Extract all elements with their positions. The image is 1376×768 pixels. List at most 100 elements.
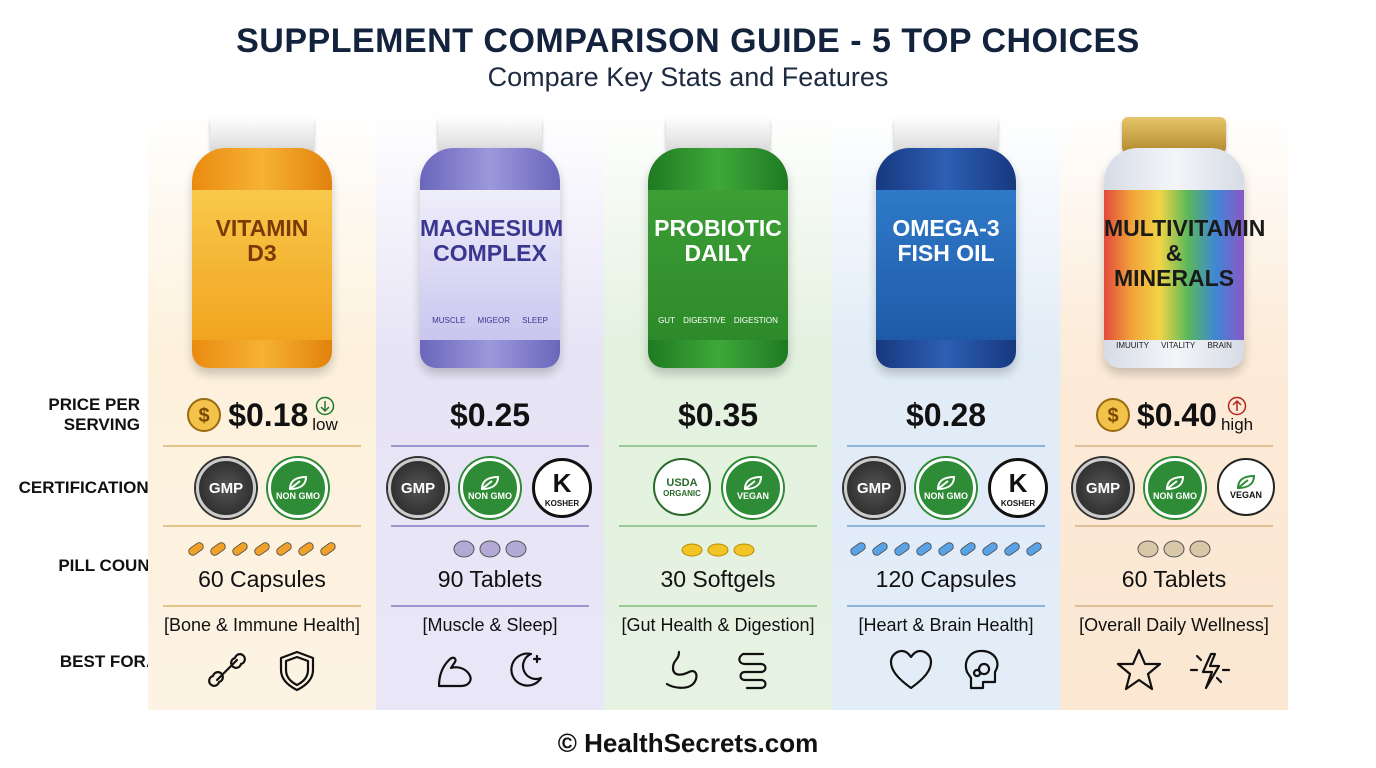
best-for: [Bone & Immune Health] — [163, 615, 361, 635]
capsule — [1026, 542, 1042, 556]
price-row: $ $0.18 low — [148, 393, 376, 437]
pill-icon — [1026, 542, 1042, 556]
bottle-icon-caption: VITALITY — [1161, 341, 1196, 350]
bottle-label: OMEGA-3 FISH OIL — [876, 190, 1016, 340]
certifications: GMP NON GMO K KOSHER — [376, 458, 604, 518]
price: $0.28 — [905, 396, 987, 433]
bottle-icon-caption: MUSCLE — [432, 316, 466, 325]
pill-count: 60 Tablets — [1121, 566, 1227, 592]
benefit-icon — [510, 652, 543, 687]
cert-text: GMP — [400, 479, 436, 497]
pill-icon — [1163, 540, 1185, 558]
best-for: [Gut Health & Digestion] — [621, 615, 815, 635]
trend-arrow — [320, 401, 330, 413]
pill-icon — [938, 542, 954, 556]
product-name-line: VITAMIN — [215, 215, 309, 241]
price-row: $0.28 — [832, 393, 1060, 437]
bottle-icon-caption: IMUUITY — [1116, 341, 1149, 350]
pill-icon — [479, 540, 501, 558]
cert-badge: K KOSHER — [532, 458, 592, 518]
price-row: $0.25 — [376, 393, 604, 437]
capsule — [916, 542, 932, 556]
tablet — [505, 540, 527, 558]
pill-icon — [960, 542, 976, 556]
row-separator — [163, 525, 361, 527]
price: $0.35 — [677, 396, 759, 433]
capsule — [894, 542, 910, 556]
cert-badge: VEGAN — [1217, 458, 1275, 516]
row-separator — [1075, 605, 1273, 607]
bottle-cap — [438, 117, 542, 153]
cert-badge: GMP — [196, 458, 256, 518]
pill-icon — [298, 542, 314, 556]
best-for-icons — [604, 646, 832, 694]
capsule — [850, 542, 866, 556]
icon-shape — [437, 656, 472, 688]
product-column: VITAMIN D3 $ $0.18 low GMP NON GMO 60 Capsules [… — [148, 110, 376, 710]
row-separator — [1075, 445, 1273, 447]
benefit-icon — [665, 650, 698, 689]
cert-text: NON GMO — [276, 491, 320, 501]
cert-text: GMP — [208, 479, 244, 497]
capsule — [188, 542, 204, 556]
leaf — [743, 475, 763, 491]
best-for-icons — [1060, 646, 1288, 694]
pill-icon — [188, 542, 204, 556]
cert-text: NON GMO — [468, 491, 512, 501]
best-for-icons — [148, 646, 376, 694]
best-for: [Muscle & Sleep] — [422, 615, 558, 635]
product-name-line: & MINERALS — [1113, 240, 1235, 291]
footer: © HealthSecrets.com — [557, 728, 819, 758]
pill-icon — [982, 542, 998, 556]
pill-count: 120 Capsules — [875, 566, 1017, 592]
pill-icon — [707, 543, 729, 557]
cert-badge: GMP — [1073, 458, 1133, 518]
cert-badge: NON GMO — [916, 458, 976, 518]
trend-arrow — [1232, 399, 1242, 411]
pill-icon — [276, 542, 292, 556]
cert-text: VEGAN — [1229, 490, 1262, 500]
cert-text: USDA — [666, 476, 698, 489]
bottle-icon-caption: DIGESTIVE — [683, 316, 726, 325]
capsule — [210, 542, 226, 556]
product-name-line: MULTIVITAMIN — [1104, 215, 1266, 241]
price-note-text: high — [1220, 415, 1254, 434]
cert-badge: USDA ORGANIC — [653, 458, 711, 516]
coin-icon: $ — [187, 398, 222, 432]
pill-icon — [916, 542, 932, 556]
cert-text: KOSHER — [544, 499, 580, 508]
pill-icon — [254, 542, 270, 556]
row-label: PILL COUNT — [58, 556, 160, 575]
pill-icons — [604, 540, 832, 558]
pill-icon — [232, 542, 248, 556]
leaf — [288, 475, 308, 491]
row-label: PRICE PER SERVING — [48, 395, 140, 434]
trend-icon — [1227, 396, 1247, 416]
price-note: high — [1221, 396, 1253, 434]
bottle: MAGNESIUM COMPLEX MUSCLE MIGEOR SLEEP — [420, 148, 564, 368]
leaf-icon — [1236, 474, 1256, 490]
benefit-icon — [964, 649, 999, 690]
leaf-icon — [288, 475, 308, 491]
pill-icon — [850, 542, 866, 556]
row-separator — [619, 525, 817, 527]
row-separator — [163, 445, 361, 447]
leaf-icon — [480, 475, 500, 491]
coin-symbol: $ — [199, 405, 210, 427]
bottle-icon-captions: MUSCLE MIGEOR SLEEP — [420, 316, 560, 325]
cert-text: ORGANIC — [663, 488, 701, 498]
cert-badge: NON GMO — [1145, 458, 1205, 518]
row-separator — [163, 605, 361, 607]
softgel — [681, 543, 703, 557]
product-name-line: MAGNESIUM — [420, 215, 564, 241]
pill-icon — [1137, 540, 1159, 558]
cert-badge: NON GMO — [460, 458, 520, 518]
pill-icons — [832, 540, 1060, 558]
bottle-icon-caption: BRAIN — [1207, 341, 1232, 350]
capsule — [276, 542, 292, 556]
row-separator — [391, 445, 589, 447]
leaf — [1236, 474, 1256, 490]
bottle-label: VITAMIN D3 — [192, 190, 332, 340]
product-name-line: FISH OIL — [897, 240, 995, 266]
